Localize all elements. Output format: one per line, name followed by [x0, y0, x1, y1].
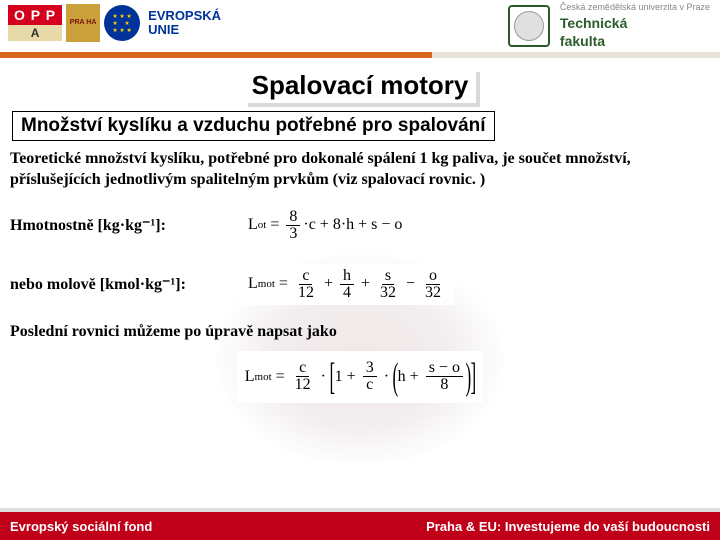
eq3-f3: s − o8: [426, 360, 463, 393]
eq2-t4: o32: [422, 268, 444, 301]
eq3-formula: Lmot = c12 · [ 1 + 3c · ( h + s − o8 ) ]: [237, 351, 484, 403]
eq2-minus: −: [402, 275, 419, 293]
equation-row-1: Hmotnostně [kg·kg⁻¹]: Lot = 83 ·c + 8·h …: [10, 205, 710, 246]
eq3-f2d: c: [363, 377, 376, 393]
eq3-f1n: c: [296, 360, 309, 377]
eq2-t3n: s: [382, 268, 394, 285]
page-title: Spalovací motory: [244, 68, 477, 103]
eq2-t1: c12: [295, 268, 317, 301]
eq1-lhs: L: [248, 216, 258, 234]
eq2-t4n: o: [426, 268, 440, 285]
eq2-t2d: 4: [340, 285, 354, 301]
eq3-mid1: 1 +: [335, 368, 356, 386]
eq2-t3d: 32: [377, 285, 399, 301]
eq3-f2n: 3: [363, 360, 377, 377]
equation-row-3: Lmot = c12 · [ 1 + 3c · ( h + s − o8 ) ]: [10, 351, 710, 403]
czu-line2: Technická: [560, 14, 710, 32]
eq2-lhs-sub: mot: [258, 278, 275, 290]
title-wrap: Spalovací motory: [0, 68, 720, 103]
bracket-open-icon: [: [329, 355, 335, 399]
footer-left: Evropský sociální fond: [10, 519, 152, 534]
eq1-formula: Lot = 83 ·c + 8·h + s − o: [240, 205, 410, 246]
eq3-lhs: L: [245, 368, 255, 386]
eq1-equals: =: [266, 216, 283, 234]
eq2-plus2: +: [357, 275, 374, 293]
czu-logo-icon: [508, 5, 550, 47]
eq2-t1d: 12: [295, 285, 317, 301]
eq3-f3n: s − o: [426, 360, 463, 377]
header: O P P A PRA HA ★ ★ ★★ ★★ ★ ★ EVROPSKÁ UN…: [0, 0, 720, 58]
eq2-equals: =: [275, 275, 292, 293]
czu-line3: fakulta: [560, 32, 710, 50]
footer: Evropský sociální fond Praha & EU: Inves…: [0, 512, 720, 540]
eq2-t3: s32: [377, 268, 399, 301]
eu-label-text: EVROPSKÁ UNIE: [148, 8, 221, 37]
eq3-dot2: ·: [380, 368, 393, 386]
equation-row-2: nebo molově [kmol·kg⁻¹]: Lmot = c12 + h4…: [10, 264, 710, 305]
oppa-top: O P P: [8, 5, 62, 25]
eq2-plus1: +: [320, 275, 337, 293]
eq2-lhs: L: [248, 275, 258, 293]
logos-right: Česká zemědělská univerzita v Praze Tech…: [508, 2, 710, 50]
eq3-dot: ·: [317, 368, 330, 386]
eq3-equals: =: [272, 368, 289, 386]
eq3-f2: 3c: [363, 360, 377, 393]
praha-text: PRA HA: [70, 19, 97, 27]
eq2-formula: Lmot = c12 + h4 + s32 − o32: [240, 264, 455, 305]
eq1-lhs-sub: ot: [258, 219, 267, 231]
eq1-tail: ·c + 8·h + s − o: [303, 216, 402, 234]
header-stripe: [0, 52, 720, 58]
paren-open-icon: (: [392, 355, 398, 399]
czu-text: Česká zemědělská univerzita v Praze Tech…: [560, 2, 710, 50]
bracket-close-icon: ]: [470, 355, 476, 399]
eq3-f1d: 12: [292, 377, 314, 393]
eq2-t4d: 32: [422, 285, 444, 301]
oppa-bottom: A: [8, 25, 62, 41]
praha-logo: PRA HA: [66, 4, 100, 42]
eq2-t2: h4: [340, 268, 354, 301]
logos-left: O P P A PRA HA ★ ★ ★★ ★★ ★ ★ EVROPSKÁ UN…: [8, 4, 221, 42]
eq1-label: Hmotnostně [kg·kg⁻¹]:: [10, 215, 240, 235]
content: Teoretické množství kyslíku, potřebné pr…: [0, 149, 720, 403]
eq2-t2n: h: [340, 268, 354, 285]
eq3-f1: c12: [292, 360, 314, 393]
paragraph-1: Teoretické množství kyslíku, potřebné pr…: [10, 149, 710, 191]
eq1-frac1: 83: [286, 209, 300, 242]
eu-flag-icon: ★ ★ ★★ ★★ ★ ★: [104, 5, 140, 41]
czu-line1: Česká zemědělská univerzita v Praze: [560, 2, 710, 14]
eq2-label: nebo molově [kmol·kg⁻¹]:: [10, 274, 240, 294]
eq3-sp2: [419, 368, 423, 386]
paragraph-2: Poslední rovnici můžeme po úpravě napsat…: [10, 323, 710, 341]
eq1-f1d: 3: [286, 226, 300, 242]
subtitle: Množství kyslíku a vzduchu potřebné pro …: [12, 111, 495, 141]
eq3-f3d: 8: [437, 377, 451, 393]
footer-right: Praha & EU: Investujeme do vaší budoucno…: [426, 519, 710, 534]
subtitle-wrap: Množství kyslíku a vzduchu potřebné pro …: [0, 111, 720, 149]
eu-label: EVROPSKÁ UNIE: [148, 9, 221, 38]
eq3-lhs-sub: mot: [255, 371, 272, 383]
eq2-t1n: c: [299, 268, 312, 285]
eq3-mid2: h +: [398, 368, 419, 386]
eq1-f1n: 8: [286, 209, 300, 226]
eq3-sp1: [356, 368, 360, 386]
oppa-logo: O P P A: [8, 5, 62, 41]
